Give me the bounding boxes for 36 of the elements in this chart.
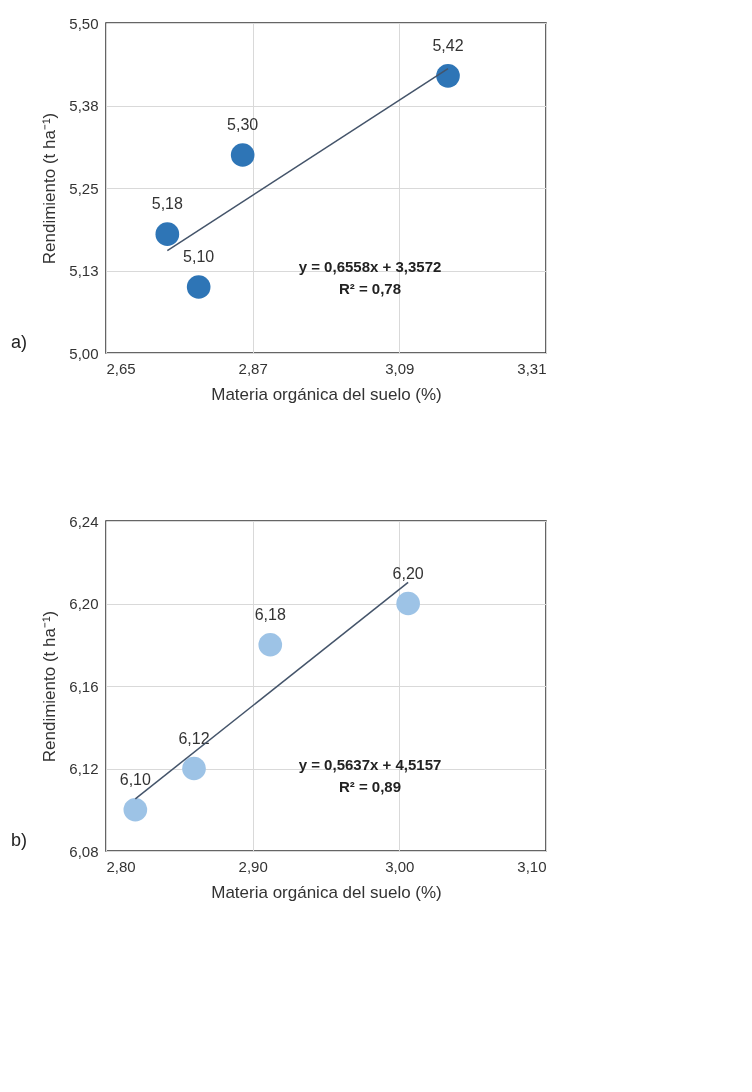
y-tick-label: 5,13 [69,262,99,279]
y-tick-label: 5,38 [69,97,99,114]
data-label: 5,10 [183,248,215,265]
data-label: 5,42 [432,36,464,54]
data-label: 6,10 [119,770,152,788]
data-label: 6,12 [178,729,210,747]
data-label: 6,18 [254,605,286,623]
x-tick-label: 2,90 [238,857,268,875]
annotation: y = 0,5637x + 4,5157 [298,756,442,774]
annotation: R² = 0,78 [338,280,402,298]
x-tick-label: 3,10 [517,857,547,875]
x-axis-title: Materia orgánica del suelo (%) [211,882,442,902]
data-label: 6,20 [392,564,424,582]
data-label: 5,18 [151,195,184,213]
y-tick-label: 6,24 [69,512,99,530]
x-tick-label: 2,87 [238,359,268,377]
x-axis-title: Materia orgánica del suelo (%) [211,384,442,404]
text: a) [11,332,28,352]
y-tick-label: 5,00 [69,344,99,362]
y-tick-label: 6,12 [69,760,99,777]
text: b) [11,830,28,850]
y-axis-title: Rendimiento (t ha⁻¹) [40,610,60,763]
annotation: y = 0,6558x + 3,3572 [298,258,442,276]
y-tick-label: 5,25 [69,179,99,197]
y-tick-label: 6,08 [69,842,99,860]
x-tick-label: 3,00 [385,857,415,875]
x-tick-label: 2,80 [106,857,136,875]
data-label: 5,30 [227,116,259,133]
y-tick-label: 6,16 [69,677,99,695]
x-tick-label: 3,09 [385,359,415,377]
y-axis-title: Rendimiento (t ha⁻¹) [40,112,60,265]
y-tick-label: 5,50 [69,14,99,32]
x-tick-label: 2,65 [106,359,136,377]
annotation: R² = 0,89 [338,778,402,796]
y-tick-label: 6,20 [69,595,99,612]
x-tick-label: 3,31 [517,359,547,377]
